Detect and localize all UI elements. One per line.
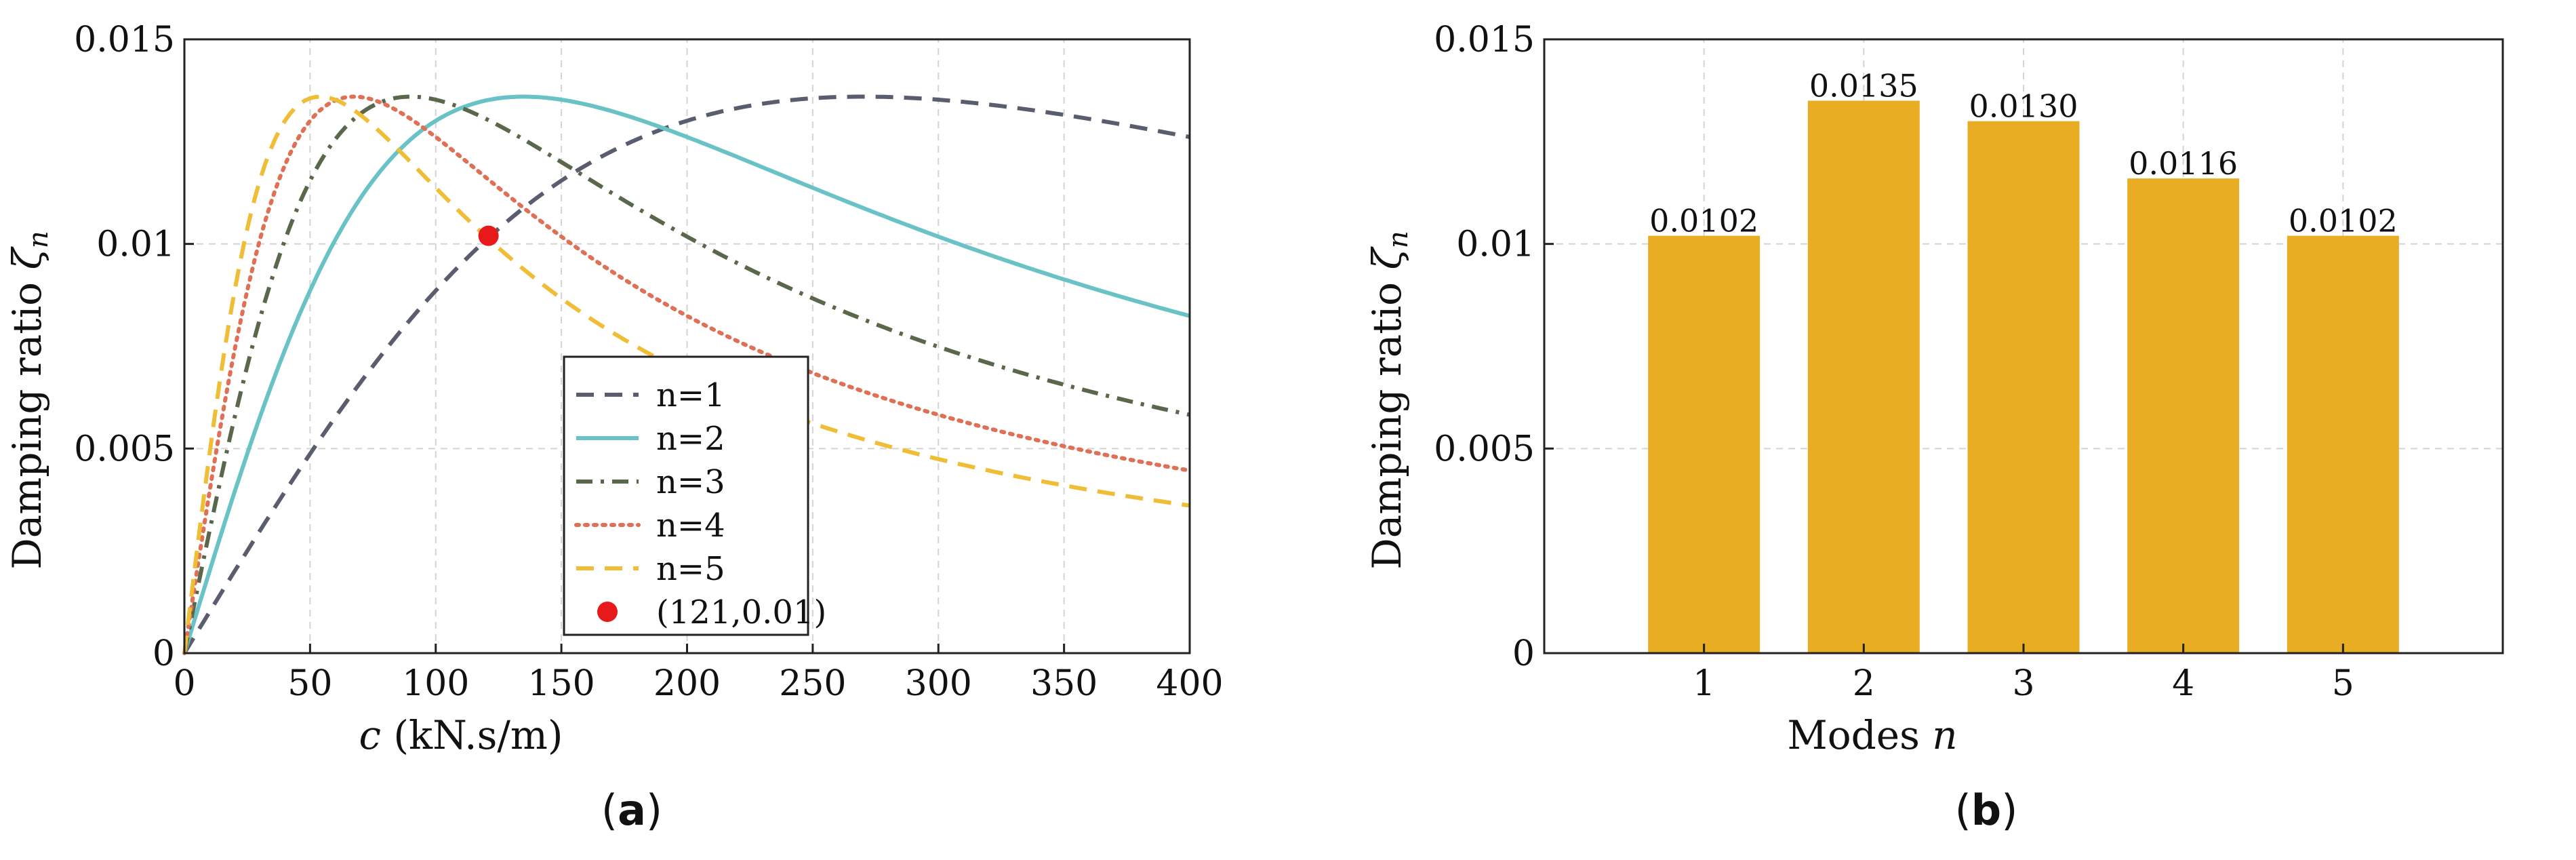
chart-a-xtick-label: 200 bbox=[653, 663, 721, 704]
bar-mode-2 bbox=[1807, 100, 1920, 653]
chart-b-ylabel: Damping ratio ζn bbox=[1364, 231, 1414, 569]
chart-a-xtick-label: 100 bbox=[402, 663, 469, 704]
chart-a-xtick-label: 400 bbox=[1156, 663, 1223, 704]
legend-label-n4: n=4 bbox=[656, 507, 725, 545]
panel-label-a-letter: a bbox=[618, 785, 646, 835]
chart-a-ytick-label: 0 bbox=[153, 633, 175, 674]
legend-label-n5: n=5 bbox=[656, 550, 725, 588]
chart-b-xtick-label: 3 bbox=[2012, 663, 2034, 704]
legend-label-point: (121,0.01) bbox=[656, 593, 826, 631]
bar-mode-4 bbox=[2127, 178, 2240, 654]
bar-value-label-3: 0.0130 bbox=[1969, 88, 2078, 125]
legend-label-n2: n=2 bbox=[656, 420, 725, 458]
chart-b-xtick-label: 2 bbox=[1853, 663, 1875, 704]
chart-b-bars: 0.0102 0.0135 0.0130 0.0116 0.0102 bbox=[1648, 68, 2399, 654]
legend-label-n3: n=3 bbox=[656, 463, 725, 501]
panel-label-b-letter: b bbox=[1971, 785, 2001, 835]
bar-mode-5 bbox=[2287, 235, 2399, 654]
chart-a: 0 50 100 150 200 250 300 350 40000.0050.010.015 … bbox=[4, 20, 1224, 835]
panel-label-a-open: ( bbox=[601, 785, 618, 835]
chart-a-points bbox=[478, 225, 499, 246]
chart-a-xtick-label: 300 bbox=[905, 663, 972, 704]
series-line-n2 bbox=[182, 94, 1190, 654]
chart-b-xlabel: Modes n bbox=[1787, 712, 1957, 758]
legend-box bbox=[563, 355, 809, 636]
chart-a-ylabel-text: Damping ratio bbox=[4, 270, 50, 570]
bar-value-label-4: 0.0116 bbox=[2129, 145, 2238, 182]
chart-a-xlabel: c (kN.s/m) bbox=[359, 712, 563, 758]
chart-b-ticks: 1 2 3 4 5 0 0.005 0.01 0.015 bbox=[1434, 20, 2354, 704]
bar-mode-3 bbox=[1967, 121, 2080, 653]
series-line-n4 bbox=[182, 94, 1192, 655]
panel-label-a: (a) bbox=[601, 785, 662, 835]
chart-b: 0.0102 0.0135 0.0130 0.0116 0.0102 1 2 3 4 5 0 0.0… bbox=[1364, 20, 2504, 835]
bar-value-label-1: 0.0102 bbox=[1649, 203, 1758, 239]
chart-a-xtick-label: 0 bbox=[173, 663, 195, 704]
chart-a-xlabel-var: c bbox=[359, 712, 380, 758]
chart-b-ytick-label: 0 bbox=[1512, 633, 1535, 674]
chart-a-ylabel-var: ζ bbox=[4, 246, 50, 270]
chart-a-xtick-label: 250 bbox=[779, 663, 846, 704]
panel-label-b-open: ( bbox=[1955, 785, 1971, 835]
chart-b-ylabel-sub: n bbox=[1383, 231, 1414, 248]
chart-b-ylabel-var: ζ bbox=[1364, 246, 1410, 270]
chart-a-ytick-label: 0.005 bbox=[74, 429, 175, 469]
chart-a-xtick-label: 350 bbox=[1030, 663, 1098, 704]
chart-b-xlabel-text: Modes bbox=[1787, 712, 1932, 758]
series-line-n1 bbox=[182, 94, 1190, 654]
chart-a-xlabel-units: (kN.s/m) bbox=[381, 712, 563, 758]
chart-b-xtick-label: 5 bbox=[2332, 663, 2354, 704]
chart-a-xtick-label: 50 bbox=[287, 663, 332, 704]
highlight-point bbox=[478, 225, 499, 246]
panel-label-a-close: ) bbox=[646, 785, 662, 835]
chart-a-ytick-label: 0.01 bbox=[96, 224, 175, 265]
chart-a-legend: n=1 n=2 n=3 n=4 n=5 (121,0.01) bbox=[563, 355, 826, 636]
chart-b-xlabel-var: n bbox=[1932, 712, 1957, 758]
legend-swatch-point bbox=[597, 602, 618, 622]
chart-a-xtick-label: 150 bbox=[527, 663, 595, 704]
chart-a-ylabel-sub: n bbox=[23, 231, 54, 248]
chart-a-ylabel: Damping ratio ζn bbox=[4, 231, 54, 569]
chart-b-xtick-label: 4 bbox=[2172, 663, 2194, 704]
series-line-n3 bbox=[182, 94, 1190, 654]
chart-b-ytick-label: 0.015 bbox=[1434, 20, 1535, 60]
chart-b-ytick-label: 0.005 bbox=[1434, 429, 1535, 469]
panel-label-b-close: ) bbox=[2001, 785, 2017, 835]
panel-label-b: (b) bbox=[1955, 785, 2018, 835]
chart-b-xtick-label: 1 bbox=[1693, 663, 1715, 704]
chart-a-curves bbox=[182, 94, 1192, 655]
bar-value-label-5: 0.0102 bbox=[2289, 203, 2398, 239]
chart-b-ylabel-text: Damping ratio bbox=[1364, 270, 1410, 570]
legend-label-n1: n=1 bbox=[656, 376, 725, 414]
series-line-n5 bbox=[182, 94, 1190, 654]
chart-b-ytick-label: 0.01 bbox=[1456, 224, 1535, 265]
chart-a-ticks: 0 50 100 150 200 250 300 350 400 0 0.005 0.01 0.015 bbox=[74, 20, 1224, 704]
bar-value-label-2: 0.0135 bbox=[1809, 68, 1918, 104]
chart-a-ytick-label: 0.015 bbox=[74, 20, 175, 60]
bar-mode-1 bbox=[1648, 235, 1760, 654]
